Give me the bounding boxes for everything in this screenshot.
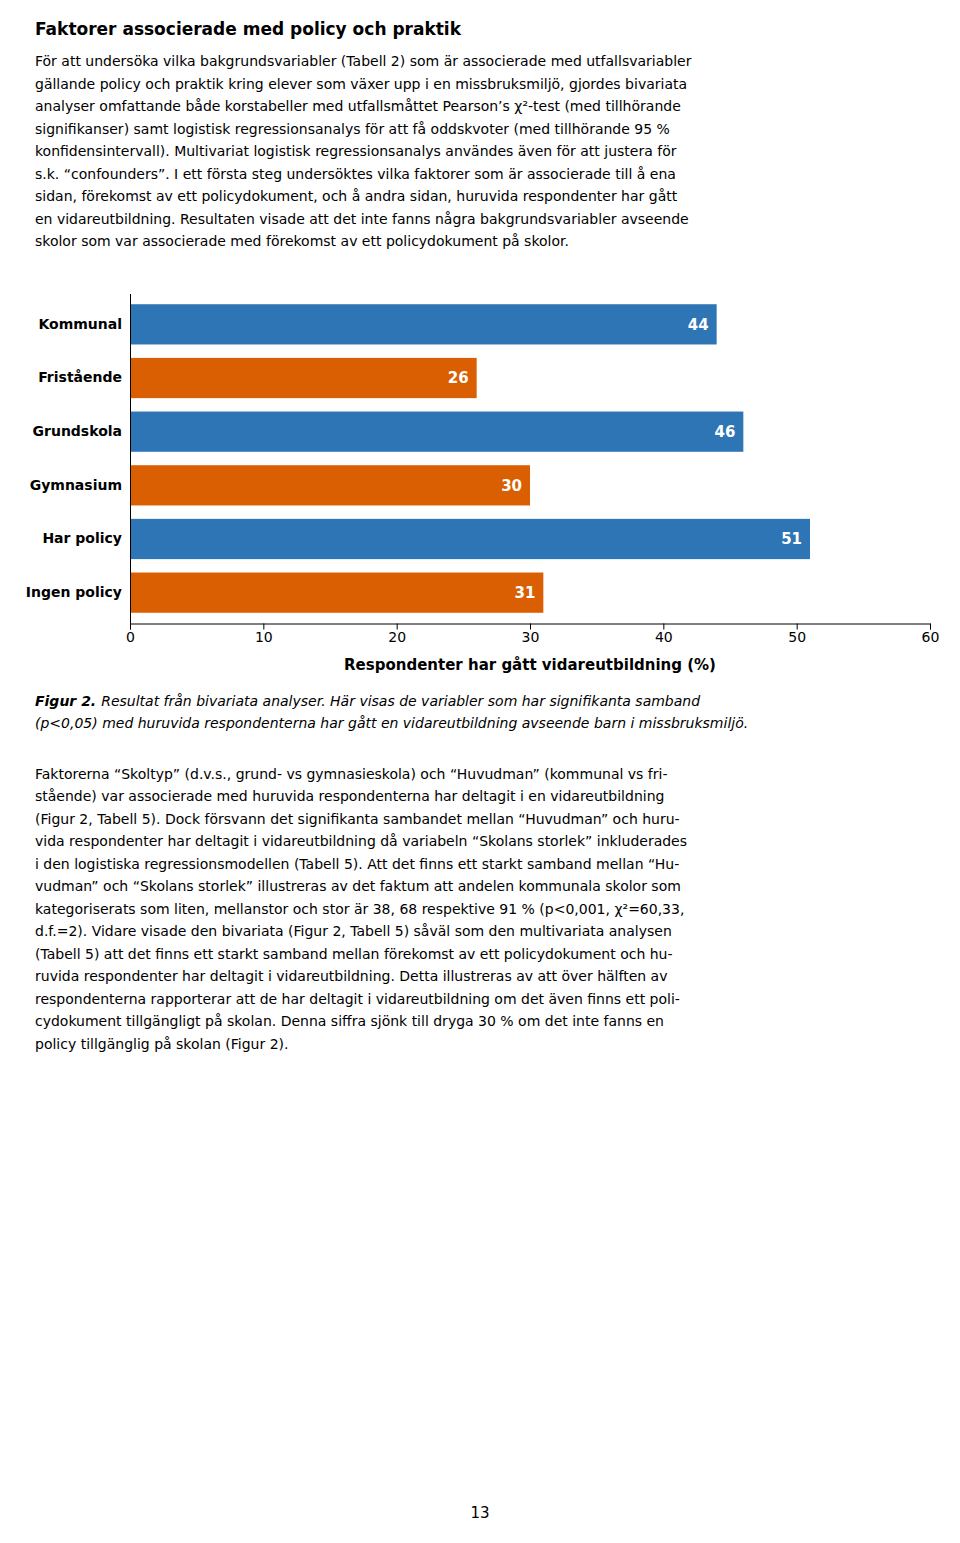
body-text-line: d.f.=2). Vidare visade den bivariata (Fi… — [35, 923, 672, 939]
body-text-line: stående) var associerade med huruvida re… — [35, 788, 664, 804]
x-axis-title: Respondenter har gått vidareutbildning (… — [344, 656, 716, 674]
intro-text-line: gällande policy och praktik kring elever… — [35, 76, 687, 92]
intro-text-line: en vidareutbildning. Resultaten visade a… — [35, 211, 689, 227]
tick: Grundskola — [33, 423, 122, 439]
intro-text-line: analyser omfattande både korstabeller me… — [35, 98, 681, 114]
tick: Ingen policy — [26, 584, 122, 600]
intro-text: För att undersöka vilka bakgrundsvariabl… — [35, 53, 692, 249]
body-text-line: policy tillgänglig på skolan (Figur 2). — [35, 1036, 289, 1052]
tick: Gymnasium — [30, 477, 122, 493]
body-text-line: i den logistiska regressionsmodellen (Ta… — [35, 856, 679, 872]
tick: 30 — [522, 624, 540, 646]
body-text-line: (Tabell 5) att det finns ett starkt samb… — [35, 946, 673, 962]
tick-label: 0 — [126, 629, 135, 645]
chart: 44 26 46 30 51 31 0 10 20 30 40 50 60 Kommunal Friståe… — [26, 294, 940, 674]
tick-label: 60 — [922, 629, 940, 645]
intro-text-line: konfidensintervall). Multivariat logisti… — [35, 143, 677, 159]
page: Faktorer associerade med policy och prak… — [0, 0, 960, 1543]
tick-label: Kommunal — [38, 316, 122, 332]
intro-text-line: signifikanser) samt logistisk regression… — [35, 121, 670, 137]
data-label: 26 — [448, 369, 469, 387]
body-text-line: respondenterna rapporterar att de har de… — [35, 991, 680, 1007]
title: Faktorer associerade med policy och prak… — [35, 19, 462, 39]
intro-text-line: sidan, förekomst av ett policydokument, … — [35, 188, 678, 204]
tick-label: 20 — [388, 629, 406, 645]
tick: 10 — [255, 624, 273, 646]
tick-label: Ingen policy — [26, 584, 122, 600]
y-axis: Kommunal Fristående Grundskola Gymnasium Har… — [26, 294, 131, 624]
bar — [130, 412, 743, 452]
tick-label: 40 — [655, 629, 673, 645]
bar — [130, 573, 543, 613]
tick: 50 — [788, 624, 806, 646]
caption: Figur 2. Resultat från bivariata analyser… — [35, 693, 748, 732]
tick: 0 — [126, 624, 135, 646]
bars — [130, 304, 810, 613]
intro-text-line: skolor som var associerade med förekomst… — [35, 233, 569, 249]
x-axis: 0 10 20 30 40 50 60 — [126, 624, 939, 646]
tick: Fristående — [38, 369, 122, 385]
data-label: 30 — [501, 477, 522, 495]
body-text-line: cydokument tillgängligt på skolan. Denna… — [35, 1013, 664, 1029]
data-label: 44 — [688, 316, 709, 334]
intro-text-line: s.k. “confounders”. I ett första steg un… — [35, 166, 676, 182]
tick-label: Gymnasium — [30, 477, 122, 493]
body-text-line: ruvida respondenter har deltagit i vidar… — [35, 968, 667, 984]
body-text-line: vida respondenter har deltagit i vidareu… — [35, 833, 687, 849]
tick-label: Har policy — [42, 530, 122, 546]
body-text-line: (Figur 2, Tabell 5). Dock försvann det s… — [35, 811, 680, 827]
bar — [130, 465, 530, 505]
tick: 40 — [655, 624, 673, 646]
data-label: 31 — [514, 584, 535, 602]
caption-segment: Resultat från bivariata analyser. Här vi… — [101, 693, 700, 709]
bar — [130, 358, 477, 398]
data-labels: 44 26 46 30 51 31 — [448, 316, 802, 602]
caption-segment: Figur 2. — [35, 693, 96, 709]
body-text-line: vudman” och “Skolans storlek” illustrera… — [35, 878, 681, 894]
data-label: 46 — [714, 423, 735, 441]
body-text-line: kategoriserats som liten, mellanstor och… — [35, 901, 684, 917]
tick: 60 — [922, 624, 940, 646]
intro-text-line: För att undersöka vilka bakgrundsvariabl… — [35, 53, 692, 69]
tick-label: 30 — [522, 629, 540, 645]
bar — [130, 519, 810, 559]
tick-label: Fristående — [38, 369, 122, 385]
body-text: Faktorerna “Skoltyp” (d.v.s., grund- vs … — [35, 766, 687, 1052]
caption-line: (p<0,05) med huruvida respondenterna har… — [35, 715, 748, 731]
tick: Har policy — [42, 530, 122, 546]
page-number-line: 13 — [470, 1504, 489, 1522]
page-number: 13 — [470, 1504, 489, 1522]
tick: Kommunal — [38, 316, 122, 332]
body-text-line: Faktorerna “Skoltyp” (d.v.s., grund- vs … — [35, 766, 667, 782]
data-label: 51 — [781, 530, 802, 548]
caption-line: Figur 2. Resultat från bivariata analyser… — [35, 693, 700, 709]
tick: 20 — [388, 624, 406, 646]
tick-label: Grundskola — [33, 423, 122, 439]
tick-label: 10 — [255, 629, 273, 645]
bar — [130, 304, 717, 344]
axis-line — [130, 294, 131, 624]
tick-label: 50 — [788, 629, 806, 645]
